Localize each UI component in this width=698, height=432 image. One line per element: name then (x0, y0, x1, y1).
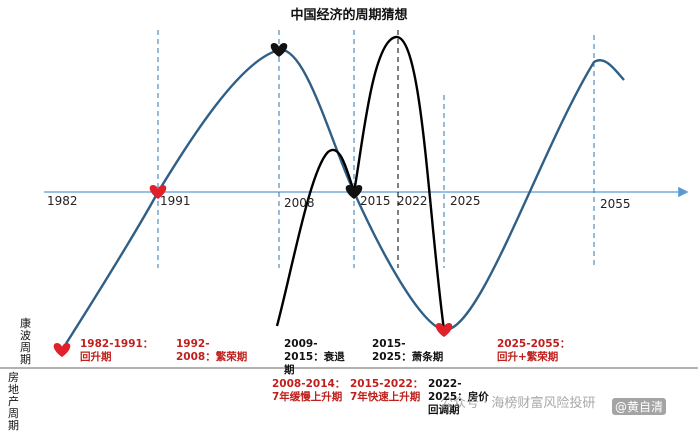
row-label-real-estate: 房地产周期 (8, 371, 19, 432)
year-label: 2022 (397, 194, 428, 208)
heart-2025-icon (435, 323, 453, 337)
year-label: 1991 (160, 194, 191, 208)
year-label: 2015 (360, 194, 391, 208)
kondratiev-wave (60, 48, 625, 351)
heart-1982-icon (53, 343, 71, 357)
heart-1991-icon (149, 185, 167, 199)
phase-label: 2022-2025：房价回调期 (428, 378, 489, 416)
phase-label: 1992-2008：繁荣期 (176, 338, 248, 363)
phase-label: 2025-2055：回升+繁荣期 (497, 338, 571, 363)
watermark-handle: @黄自清 (612, 398, 667, 415)
year-label: 2055 (600, 197, 631, 211)
phase-label: 2015-2025：萧条期 (372, 338, 444, 363)
phase-label: 2015-2022：7年快速上升期 (350, 378, 424, 403)
watermark-text: 公众号 · 海榜财富风险投研 (440, 396, 596, 411)
property-cycle-curve (275, 35, 446, 331)
heart-2015-icon (345, 185, 363, 199)
year-label: 2025 (450, 194, 481, 208)
row-label-kondratiev: 康波周期 (20, 317, 31, 366)
year-label: 1982 (47, 194, 78, 208)
diagram-title: 中国经济的周期猜想 (290, 8, 408, 23)
phase-label: 2008-2014：7年缓慢上升期 (272, 378, 346, 403)
phase-label: 2009-2015：衰退期 (284, 338, 345, 376)
heart-2008-icon (270, 43, 288, 57)
phase-label: 1982-1991：回升期 (80, 338, 154, 363)
year-label: 2008 (284, 196, 315, 210)
